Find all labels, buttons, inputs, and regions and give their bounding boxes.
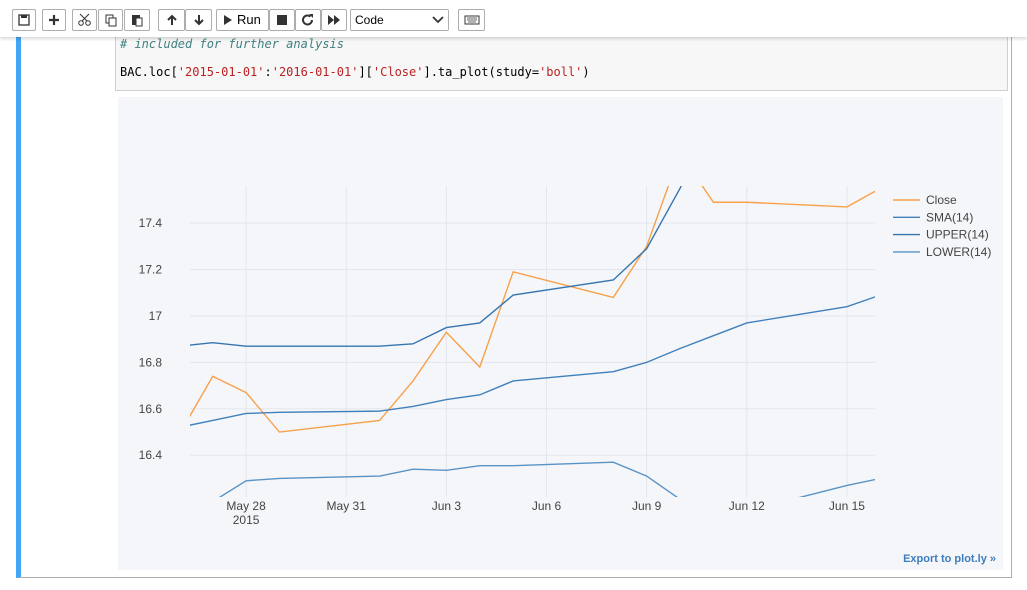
x-tick-label: Jun 3 <box>432 499 462 513</box>
series-line <box>190 296 875 426</box>
x-tick-label: May 31 <box>327 499 367 513</box>
legend-label: LOWER(14) <box>926 245 991 259</box>
y-tick-label: 17.2 <box>139 263 163 277</box>
cut-button[interactable] <box>72 9 97 31</box>
run-button[interactable]: Run <box>216 9 269 31</box>
y-tick-label: 17.4 <box>139 216 163 230</box>
code-token: BAC.loc[ <box>120 65 178 79</box>
move-up-button[interactable] <box>158 9 185 31</box>
toolbar: Run Code <box>0 0 1027 37</box>
code-token: '2015-01-01' <box>177 65 265 79</box>
series-line <box>218 461 875 497</box>
code-token: 'Close' <box>372 65 424 79</box>
code-token: 'boll' <box>539 65 583 79</box>
keyboard-button[interactable] <box>458 9 485 31</box>
cell-type-select[interactable]: Code <box>350 9 449 31</box>
cell-type-label: Code <box>355 13 384 27</box>
code-token: : <box>264 65 272 79</box>
export-link[interactable]: Export to plot.ly » <box>903 553 996 565</box>
y-tick-label: 16.4 <box>139 448 163 462</box>
paste-button[interactable] <box>124 9 150 31</box>
comment-line: # included for further analysis <box>120 37 344 51</box>
y-tick-label: 17 <box>149 309 163 323</box>
run-all-button[interactable] <box>321 9 347 31</box>
plot-background <box>118 97 1003 570</box>
restart-button[interactable] <box>295 9 321 31</box>
y-tick-label: 16.8 <box>139 355 163 369</box>
x-year-label: 2015 <box>233 513 260 527</box>
code-token: ].ta_plot(study= <box>423 65 540 79</box>
x-tick-label: Jun 12 <box>729 499 765 513</box>
code-line: BAC.loc['2015-01-01':'2016-01-01']['Clos… <box>120 65 1003 79</box>
save-button[interactable] <box>12 9 36 31</box>
legend-label: UPPER(14) <box>926 228 989 242</box>
code-token: ) <box>582 65 590 79</box>
series-line <box>190 186 682 347</box>
copy-button[interactable] <box>98 9 123 31</box>
x-tick-label: Jun 15 <box>829 499 865 513</box>
x-tick-label: Jun 9 <box>632 499 662 513</box>
stop-button[interactable] <box>269 9 295 31</box>
move-down-button[interactable] <box>185 9 212 31</box>
insert-button[interactable] <box>42 9 66 31</box>
code-token: ][ <box>358 65 373 79</box>
code-token: '2016-01-01' <box>271 65 359 79</box>
legend-label: SMA(14) <box>926 210 973 224</box>
run-label: Run <box>237 12 261 27</box>
y-tick-label: 16.6 <box>139 402 163 416</box>
legend-label: Close <box>926 193 957 207</box>
x-tick-label: May 28 <box>226 499 266 513</box>
x-tick-label: Jun 6 <box>532 499 562 513</box>
